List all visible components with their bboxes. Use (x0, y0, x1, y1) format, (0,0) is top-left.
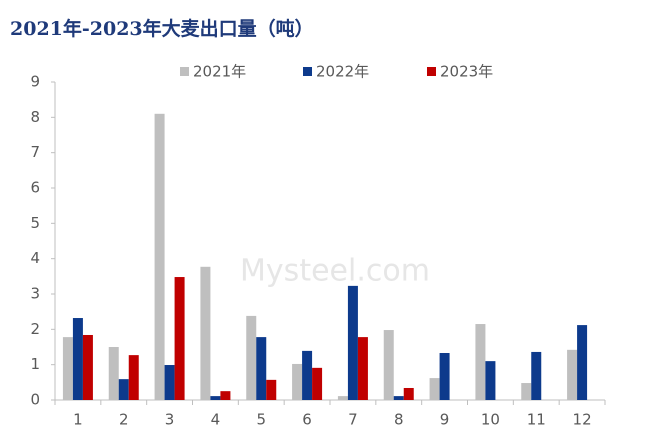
x-tick-label: 8 (394, 411, 404, 429)
x-tick-label: 7 (348, 411, 358, 429)
y-tick-label: 8 (30, 108, 40, 126)
bar (577, 325, 588, 400)
x-tick-label: 3 (165, 411, 175, 429)
bar (383, 330, 394, 400)
bar (292, 363, 303, 400)
legend-label: 2021年 (193, 63, 246, 81)
x-tick-label: 2 (119, 411, 129, 429)
bar (266, 379, 277, 400)
bar (62, 337, 73, 400)
y-tick-label: 5 (30, 214, 40, 232)
y-tick-label: 6 (30, 179, 40, 197)
bar (200, 266, 211, 400)
bar (220, 391, 231, 400)
bar (337, 396, 348, 400)
x-tick-label: 4 (211, 411, 221, 429)
bar (439, 353, 450, 400)
bar (393, 396, 404, 400)
bar (210, 396, 221, 400)
bar (567, 349, 578, 400)
y-tick-label: 9 (30, 73, 40, 91)
y-tick-label: 7 (30, 143, 40, 161)
bar (108, 347, 119, 400)
bar (246, 315, 257, 400)
y-tick-label: 2 (30, 320, 40, 338)
legend-swatch (180, 67, 189, 76)
bar (357, 337, 368, 400)
y-tick-label: 3 (30, 285, 40, 303)
x-tick-label: 5 (256, 411, 266, 429)
bar (72, 318, 83, 400)
watermark: Mysteel.com (240, 254, 430, 289)
bar (118, 379, 129, 400)
bar (164, 365, 175, 400)
bar (485, 361, 496, 400)
bar (312, 367, 323, 400)
legend-swatch (427, 67, 436, 76)
bar (347, 285, 358, 400)
bar (531, 351, 542, 400)
legend-label: 2023年 (440, 63, 493, 81)
bar (302, 350, 313, 400)
x-tick-label: 6 (302, 411, 312, 429)
x-tick-label: 12 (573, 411, 592, 429)
bar (521, 383, 532, 400)
x-tick-label: 10 (481, 411, 500, 429)
bar (475, 324, 486, 400)
y-tick-label: 0 (30, 391, 40, 409)
legend-swatch (303, 67, 312, 76)
bar (174, 277, 185, 400)
y-tick-label: 4 (30, 249, 40, 267)
bar (82, 334, 93, 400)
bar (128, 355, 139, 400)
chart-title: 2021年-2023年大麦出口量（吨） (10, 17, 314, 40)
bar (154, 113, 165, 401)
y-tick-label: 1 (30, 355, 40, 373)
bar (429, 378, 440, 400)
bar (403, 387, 414, 400)
legend-label: 2022年 (316, 63, 369, 81)
x-tick-label: 11 (527, 411, 546, 429)
bar (256, 337, 267, 400)
x-tick-label: 9 (440, 411, 450, 429)
x-tick-label: 1 (73, 411, 83, 429)
